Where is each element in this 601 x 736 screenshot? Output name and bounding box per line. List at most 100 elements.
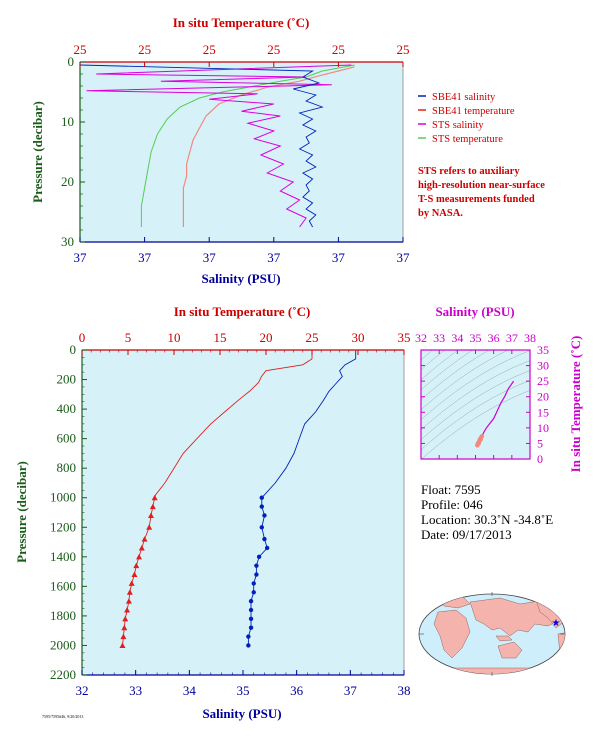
bottom-tick-label: 32: [76, 683, 89, 698]
full-profile-plot-area: [82, 350, 404, 675]
ts-y-tick-label: 30: [537, 359, 549, 373]
top-tick-label: 20: [260, 330, 273, 345]
bottom-tick-label: 37: [344, 683, 358, 698]
y-tick-label: 1800: [50, 608, 76, 623]
date: Date: 09/17/2013: [421, 527, 512, 542]
temperature-marker: [128, 580, 135, 586]
temperature-marker: [126, 589, 133, 595]
ts-y-tick-label: 35: [537, 343, 549, 357]
y-tick-label: 30: [61, 234, 74, 249]
full-profile-top-axis-label: In situ Temperature (˚C): [174, 304, 311, 319]
temperature-marker: [148, 512, 154, 518]
ts-diagram-top-axis-label: Salinity (PSU): [435, 304, 514, 319]
temperature-marker: [131, 571, 138, 578]
top-tick-label: 25: [397, 42, 410, 57]
full-profile-bottom-axis-label: Salinity (PSU): [202, 706, 281, 721]
map-land: [495, 635, 513, 642]
density-isoline: [421, 241, 530, 310]
density-isoline: [421, 350, 446, 371]
ts-y-tick-label: 0: [537, 452, 543, 466]
salinity-marker: [248, 625, 254, 630]
ts-diagram-right-axis-label: In situ Temperature (˚C): [568, 336, 583, 473]
y-tick-label: 0: [68, 54, 75, 69]
ts-x-tick-label: 35: [470, 331, 482, 345]
near-surface-y-axis-label: Pressure (decibar): [30, 101, 45, 203]
top-tick-label: 5: [125, 330, 132, 345]
ts-y-tick-label: 15: [537, 405, 549, 419]
temperature-marker: [149, 503, 156, 510]
top-tick-label: 25: [306, 330, 319, 345]
top-tick-label: 10: [168, 330, 181, 345]
legend-label: STS temperature: [432, 134, 503, 145]
sts-salinity-line: [86, 64, 352, 228]
temperature-marker: [124, 607, 131, 613]
temperature-marker: [125, 598, 132, 604]
near-surface-plot-area: [80, 62, 403, 242]
ts-y-tick-label: 10: [537, 421, 549, 435]
near-surface-top-axis-label: In situ Temperature (˚C): [173, 15, 310, 30]
ts-marker: [479, 434, 485, 439]
ts-marker: [476, 441, 481, 446]
ts-marker: [478, 437, 483, 442]
salinity-marker: [262, 536, 267, 542]
temperature-marker: [141, 536, 148, 542]
near-surface-chart: 25 25 25 25 25 25 37 37 37 37 37 37 0 10 20 30 In situ …: [30, 15, 410, 286]
ts-y-tick-label: 5: [537, 436, 543, 450]
ts-x-tick-label: 33: [433, 331, 445, 345]
y-tick-label: 1000: [50, 490, 76, 505]
temperature-marker: [122, 615, 129, 622]
sts-note-line: T-S measurements funded: [418, 194, 535, 205]
y-tick-label: 0: [70, 342, 77, 357]
y-tick-label: 10: [61, 114, 74, 129]
salinity-marker: [259, 495, 264, 500]
y-tick-label: 20: [61, 174, 74, 189]
top-tick-label: 0: [79, 330, 86, 345]
profile-id: Profile: 046: [421, 497, 483, 512]
density-isoline: [421, 350, 490, 400]
bottom-tick-label: 37: [267, 250, 281, 265]
location-map: ★: [418, 592, 566, 676]
sts-note-line: STS refers to auxiliary: [418, 166, 520, 177]
y-tick-label: 400: [57, 401, 77, 416]
temperature-marker: [121, 624, 128, 631]
salinity-marker: [248, 616, 254, 622]
density-isoline: [421, 221, 530, 290]
legend-label: STS salinity: [432, 120, 484, 131]
salinity-marker: [264, 545, 270, 551]
map-land: [427, 595, 439, 605]
density-isoline: [421, 390, 530, 459]
near-surface-bottom-axis-label: Salinity (PSU): [201, 271, 280, 286]
map-land: [497, 641, 523, 659]
ts-diagram-plot-area: [421, 350, 530, 459]
salinity-marker: [254, 572, 259, 577]
temperature-marker: [138, 544, 145, 551]
bottom-tick-label: 37: [74, 250, 88, 265]
bottom-tick-label: 37: [332, 250, 346, 265]
salinity-marker: [248, 598, 254, 604]
density-isoline: [421, 350, 459, 381]
density-isoline: [421, 350, 509, 410]
ts-y-tick-label: 25: [537, 374, 549, 388]
salinity-marker: [251, 590, 256, 595]
float-id: Float: 7595: [421, 482, 481, 497]
temperature-marker: [119, 642, 126, 648]
bottom-tick-label: 34: [183, 683, 197, 698]
map-land: [433, 609, 471, 659]
temperature-marker: [146, 524, 153, 530]
full-profile-chart: 0 5 10 15 20 25 30 35 32 33 34 35 36 37 38 0 200 400 600 80…: [14, 304, 411, 721]
legend-label: SBE41 temperature: [432, 106, 515, 117]
temperature-marker: [120, 633, 127, 640]
bottom-tick-label: 37: [138, 250, 152, 265]
salinity-marker: [248, 607, 254, 613]
y-tick-label: 200: [57, 372, 77, 387]
density-isoline: [421, 350, 474, 391]
legend: SBE41 salinity SBE41 temperature STS salin…: [418, 92, 515, 145]
temperature-marker: [151, 494, 158, 501]
top-tick-label: 15: [214, 330, 227, 345]
density-isoline: [421, 360, 530, 430]
y-tick-label: 1200: [50, 519, 76, 534]
legend-label: SBE41 salinity: [432, 92, 496, 103]
y-tick-label: 2200: [50, 667, 76, 682]
